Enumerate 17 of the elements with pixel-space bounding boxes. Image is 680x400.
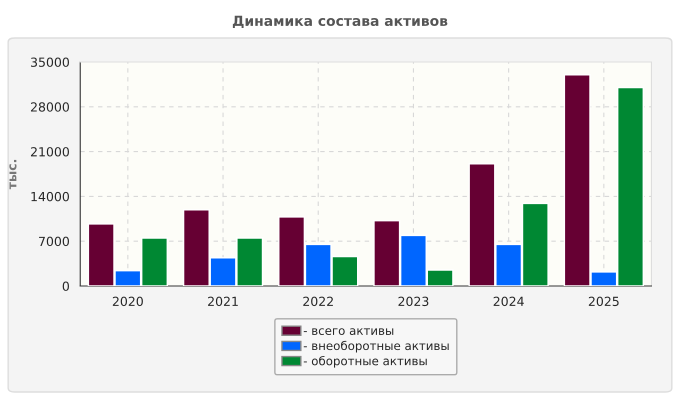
- x-tick-label: 2023: [398, 296, 428, 306]
- y-tick-label: 7000: [39, 236, 69, 246]
- y-tick-label: 21000: [30, 147, 69, 157]
- legend-label: - оборотные активы: [304, 356, 427, 368]
- x-tick-label: 2021: [208, 296, 238, 306]
- y-axis-title: тыс.: [9, 160, 17, 190]
- y-tick-label: 0: [62, 281, 69, 291]
- x-tick-label: 2024: [494, 296, 524, 306]
- x-tick-label: 2025: [588, 296, 619, 306]
- x-tick-label: 2020: [112, 296, 143, 306]
- chart-title: Динамика состава активов: [232, 16, 448, 28]
- legend-label: - всего активы: [304, 328, 394, 336]
- y-tick-label: 14000: [31, 192, 69, 202]
- y-tick-label: 35000: [31, 57, 69, 67]
- legend-label: - внеоборотные активы: [304, 340, 449, 352]
- y-tick-label: 28000: [30, 102, 69, 112]
- x-tick-label: 2022: [303, 296, 333, 306]
